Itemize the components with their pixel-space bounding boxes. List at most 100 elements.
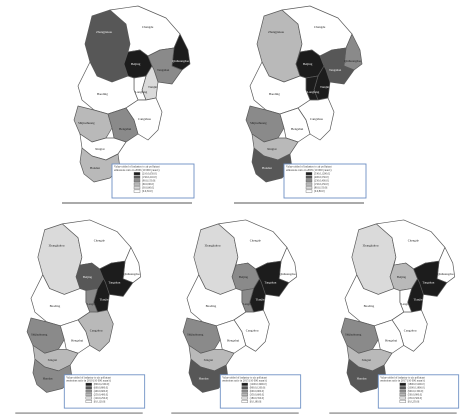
map-3-legend-entry-2: (600.0,800.0]: [94, 387, 108, 390]
map-1-label-beijing: Beijing: [131, 62, 141, 66]
map-1-legend-entry-1: [210.0,650.0]: [142, 173, 157, 176]
map-5-label-beijing: Beijing: [397, 275, 407, 279]
map-3-legend-title: Value-added of industry to air pollutant…: [66, 375, 111, 382]
map-3-label-zhangjiakou: Zhangjiakou: [49, 243, 65, 247]
map-panel-1: Zhangjiakou Chengde Beijing Qinhuangdao Tang…: [52, 4, 202, 204]
map-3-label-cangzhou: Cangzhou: [90, 329, 103, 333]
map-3-region-cangzhou: [77, 309, 114, 352]
map-3-legend-entry-5: (120.0,250.0]: [94, 397, 108, 400]
map-3-region-hengshui: [60, 319, 91, 354]
map-1-region-cangzhou: [125, 97, 163, 141]
map-3-legend-entry-1: [800.0,2100.0]: [94, 383, 110, 386]
map-5-label-handan: Handan: [357, 377, 367, 381]
map-4-region-hengshui: [216, 319, 247, 354]
map-2-legend-swatch-3: [305, 179, 313, 183]
map-1-label-tangshan: Tangshan: [157, 68, 170, 72]
map-5-label-shijiazhuang: Shijiazhuang: [345, 333, 362, 337]
map-1-svg: Zhangjiakou Chengde Beijing Qinhuangdao Tang…: [62, 5, 195, 204]
map-2-legend-swatch-5: [305, 186, 313, 190]
map-5-region-cangzhou: [391, 309, 428, 352]
map-3-region-tangshan: [99, 260, 134, 297]
map-4-label-langfang: Langfang: [243, 302, 255, 306]
map-3-svg: Zhangjiakou Chengde Beijing Qinhuangdao Tang…: [15, 219, 146, 414]
map-4-label-beijing: Beijing: [239, 275, 249, 279]
map-5-label-tianjin: Tianjin: [414, 297, 423, 301]
map-3-label-tianjin: Tianjin: [100, 297, 109, 301]
map-2-label-chengde: Chengde: [314, 25, 326, 29]
map-1-legend-entry-5: (30.0,60.0]: [142, 187, 154, 190]
map-2-label-zhangjiakou: Zhangjiakou: [268, 30, 285, 34]
map-5-legend-swatch-5: [399, 396, 406, 400]
map-2-legend-entry-1: [530.0,1200.0]: [314, 173, 330, 176]
map-1-label-hengshui: Hengshui: [119, 127, 131, 131]
map-3-label-handan: Handan: [43, 377, 53, 381]
map-4-legend-swatch-2: [241, 386, 248, 390]
map-1-legend-swatch-5: [133, 186, 141, 190]
map-4-legend-swatch-3: [241, 389, 248, 393]
map-1-label-shijiazhuang: Shijiazhuang: [78, 121, 95, 125]
map-2-legend-swatch-2: [305, 175, 313, 179]
map-2-legend-box: [283, 163, 367, 199]
map-5-legend-swatch-6: [399, 400, 406, 403]
map-2-region-hengshui: [279, 107, 311, 143]
map-5-label-xingtai: Xingtai: [362, 358, 372, 362]
map-2-legend-entry-6: [0.0,80.0]: [314, 190, 325, 193]
map-3-label-shijiazhuang: Shijiazhuang: [31, 333, 48, 337]
map-1-legend-swatch-3: [133, 179, 141, 183]
map-5-label-chengde: Chengde: [408, 239, 420, 243]
map-3-label-xingtai: Xingtai: [48, 358, 58, 362]
map-1-label-zhangjiakou: Zhangjiakou: [96, 30, 113, 34]
map-1-label-chengde: Chengde: [142, 25, 154, 29]
map-4-legend-swatch-6: [241, 400, 248, 403]
map-2-label-hengshui: Hengshui: [291, 127, 303, 131]
map-3-legend-box: [63, 374, 146, 409]
map-4-region-tangshan: [255, 260, 290, 297]
map-5-legend-swatch-1: [399, 382, 406, 386]
map-2-label-tangshan: Tangshan: [329, 68, 342, 72]
map-3-legend-entry-4: (250.0,400.0]: [94, 393, 108, 396]
map-1-label-qinhuangdao: Qinhuangdao: [172, 59, 190, 63]
map-5-label-langfang: Langfang: [401, 302, 413, 306]
map-5-label-cangzhou: Cangzhou: [404, 329, 417, 333]
map-1-legend-entry-6: [0.0,30.0]: [142, 190, 153, 193]
map-3-legend-entry-6: [0.0,120.0]: [94, 400, 106, 403]
map-1-legend-swatch-1: [133, 172, 141, 176]
map-3-label-chengde: Chengde: [94, 239, 106, 243]
map-4-label-chengde: Chengde: [250, 239, 262, 243]
map-5-legend-box: [377, 374, 460, 409]
map-4-label-tangshan: Tangshan: [264, 281, 276, 285]
map-2-legend-entry-2: (400.0,530.0]: [314, 176, 329, 179]
map-5-legend-entry-4: (500.0,900.0]: [408, 393, 422, 396]
map-3-legend-entry-3: (400.0,600.0]: [94, 390, 108, 393]
map-4-label-hengshui: Hengshui: [227, 338, 239, 342]
map-4-legend-title: Value-added of industry to air pollutant…: [222, 375, 267, 382]
map-2-legend-entry-5: (80.0,150.0]: [314, 187, 327, 190]
map-2-label-qinhuangdao: Qinhuangdao: [344, 59, 362, 63]
map-4-label-qinhuangdao: Qinhuangdao: [279, 272, 296, 276]
map-1-region-hengshui: [107, 107, 139, 143]
map-1-label-langfang: Langfang: [135, 90, 148, 94]
map-2-region-tangshan: [319, 47, 355, 85]
map-1-legend-entry-2: (150.0,210.0]: [142, 176, 157, 179]
map-1-legend-title: Value-added of industry to air pollutant…: [114, 165, 160, 172]
map-5-svg: Zhangjiakou Chengde Beijing Qinhuangdao Tang…: [329, 219, 460, 414]
map-1-label-xingtai: Xingtai: [95, 147, 105, 151]
map-3-label-beijing: Beijing: [83, 275, 93, 279]
map-4-label-shijiazhuang: Shijiazhuang: [187, 333, 204, 337]
map-4-svg: Zhangjiakou Chengde Beijing Qinhuangdao Tang…: [171, 219, 302, 414]
map-5-legend-entry-5: (250.0,500.0]: [408, 397, 422, 400]
map-2-label-beijing: Beijing: [303, 62, 313, 66]
map-3-label-qinhuangdao: Qinhuangdao: [123, 272, 140, 276]
map-1-label-tianjin: Tianjin: [148, 85, 157, 89]
map-4-legend-entry-3: (600.0,900.0]: [250, 390, 264, 393]
map-3-legend-swatch-2: [85, 386, 92, 390]
map-4-legend-entry-1: [1200.0,3600.0]: [250, 383, 267, 386]
map-4-legend-entry-5: (180.0,350.0]: [250, 397, 264, 400]
map-1-label-cangzhou: Cangzhou: [138, 117, 151, 121]
map-3-label-langfang: Langfang: [87, 302, 99, 306]
map-panel-5: Zhangjiakou Chengde Beijing Qinhuangdao Tang…: [318, 218, 468, 414]
map-5-legend-entry-2: (1300.0,1800.0]: [408, 387, 425, 390]
map-1-label-baoding: Baoding: [97, 92, 108, 96]
map-2-region-cangzhou: [297, 97, 335, 141]
map-2-legend-swatch-1: [305, 172, 313, 176]
